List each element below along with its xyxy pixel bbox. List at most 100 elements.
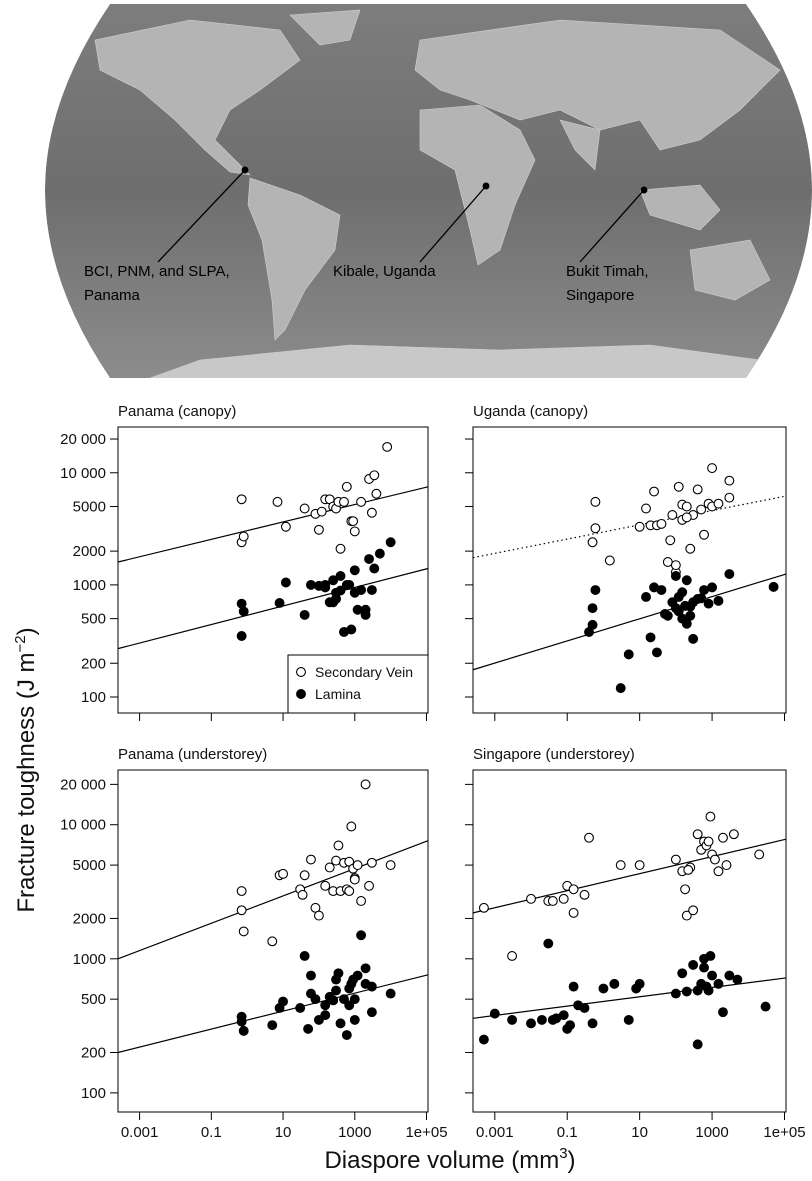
point [300, 610, 309, 619]
fit-line [473, 496, 786, 558]
y-label-sup: −2 [12, 635, 29, 652]
point [682, 987, 691, 996]
x-label-end: ) [568, 1147, 576, 1174]
point [635, 861, 644, 870]
point [237, 495, 246, 504]
point [693, 986, 702, 995]
point [357, 586, 366, 595]
point [616, 684, 625, 693]
point [544, 939, 553, 948]
point [275, 599, 284, 608]
point [646, 633, 655, 642]
point [329, 996, 338, 1005]
plot-frame [473, 427, 786, 713]
point [725, 971, 734, 980]
point [714, 596, 723, 605]
point [682, 502, 691, 511]
point [682, 576, 691, 585]
point [336, 1019, 345, 1028]
point [684, 866, 693, 875]
point [350, 566, 359, 575]
legend-label: Lamina [315, 686, 361, 702]
point [714, 499, 723, 508]
point [671, 561, 680, 570]
y-tick-label: 2000 [73, 543, 106, 560]
point [711, 855, 720, 864]
point [610, 979, 619, 988]
point [686, 544, 695, 553]
figure: BCI, PNM, and SLPA, Panama Kibale, Ugand… [0, 0, 812, 1181]
x-axis-label: Diaspore volume (mm3) [324, 1145, 575, 1174]
point [725, 476, 734, 485]
point [237, 887, 246, 896]
point [307, 580, 316, 589]
fit-line [473, 839, 786, 913]
plot-frame [473, 770, 786, 1112]
point [361, 780, 370, 789]
point [353, 971, 362, 980]
point [321, 583, 330, 592]
point [580, 1004, 589, 1013]
point [580, 890, 589, 899]
point [704, 837, 713, 846]
world-map [45, 4, 812, 378]
x-tick-label: 1000 [338, 1124, 371, 1141]
point [239, 927, 248, 936]
panel-title: Uganda (canopy) [473, 403, 588, 420]
point [686, 611, 695, 620]
point [334, 969, 343, 978]
point [693, 830, 702, 839]
panel-title: Panama (understorey) [118, 746, 267, 763]
y-tick-label: 1000 [73, 951, 106, 968]
point [682, 513, 691, 522]
point [559, 1011, 568, 1020]
point [347, 625, 356, 634]
point [700, 530, 709, 539]
point [307, 971, 316, 980]
point [315, 911, 324, 920]
point [357, 931, 366, 940]
x-tick-label: 0.001 [476, 1124, 514, 1141]
point [591, 497, 600, 506]
site-label: Kibale, Uganda [333, 263, 436, 280]
point [569, 885, 578, 894]
point [332, 986, 341, 995]
point [722, 861, 731, 870]
point [367, 858, 376, 867]
point [681, 601, 690, 610]
point [666, 536, 675, 545]
point [345, 887, 354, 896]
point [674, 482, 683, 491]
point [350, 1016, 359, 1025]
point [559, 894, 568, 903]
point [671, 989, 680, 998]
point [624, 650, 633, 659]
point [527, 1019, 536, 1028]
point [700, 963, 709, 972]
point [480, 1035, 489, 1044]
point [678, 969, 687, 978]
point [340, 497, 349, 506]
point [657, 519, 666, 528]
point [635, 522, 644, 531]
point [714, 867, 723, 876]
point [700, 586, 709, 595]
x-tick-label: 1000 [695, 1124, 728, 1141]
point [725, 493, 734, 502]
y-tick-label: 200 [81, 1045, 106, 1062]
point [588, 1019, 597, 1028]
point [237, 632, 246, 641]
point [591, 586, 600, 595]
point [616, 861, 625, 870]
point [357, 897, 366, 906]
point [365, 881, 374, 890]
point [585, 833, 594, 842]
point [321, 881, 330, 890]
y-tick-label: 100 [81, 689, 106, 706]
fit-line [118, 569, 428, 649]
point [642, 593, 651, 602]
legend-marker [297, 690, 306, 699]
panel-title: Panama (canopy) [118, 403, 236, 420]
y-tick-label: 200 [81, 655, 106, 672]
y-tick-label: 100 [81, 1085, 106, 1102]
